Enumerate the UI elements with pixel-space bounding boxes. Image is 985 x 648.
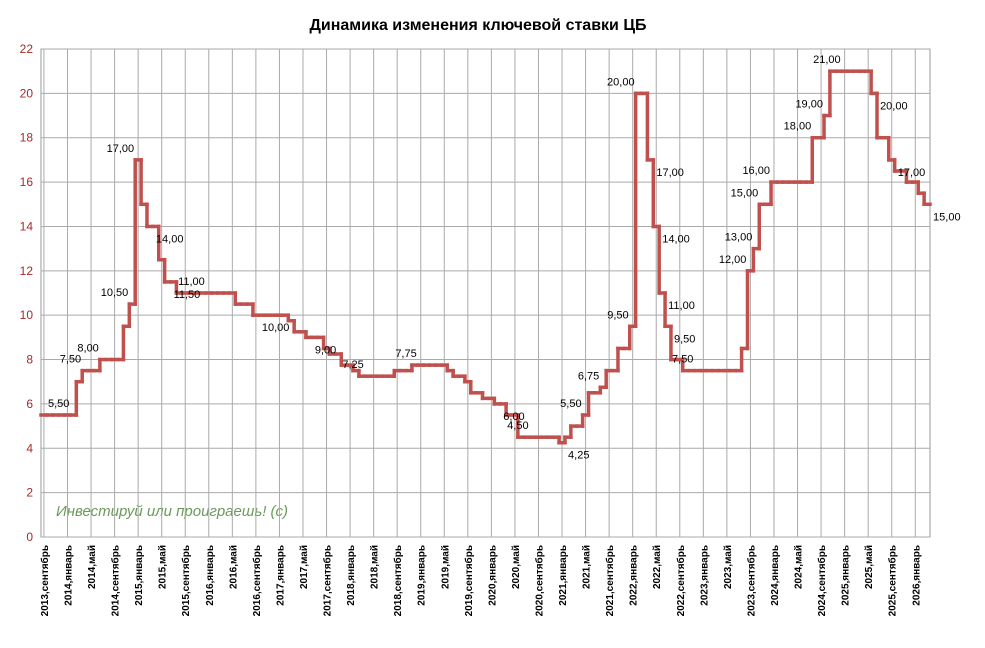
- value-label: 17,00: [656, 167, 684, 179]
- x-tick-label: 2014,январь: [63, 545, 74, 606]
- chart-title: Динамика изменения ключевой ставки ЦБ: [309, 17, 646, 34]
- x-tick-label: 2015,январь: [134, 545, 145, 606]
- value-label: 13,00: [725, 232, 753, 244]
- x-tick-label: 2022,январь: [629, 545, 640, 606]
- value-label: 9,50: [607, 309, 628, 321]
- value-label: 11,00: [668, 300, 695, 312]
- y-tick-label: 22: [20, 42, 34, 56]
- value-label: 10,50: [101, 287, 129, 299]
- value-label: 20,00: [880, 100, 908, 112]
- value-label: 6,75: [578, 370, 599, 382]
- value-label: 19,00: [795, 99, 823, 111]
- value-label: 14,00: [662, 233, 690, 245]
- x-tick-label: 2018,январь: [346, 545, 357, 606]
- y-tick-label: 18: [20, 131, 34, 145]
- y-tick-label: 14: [20, 219, 34, 233]
- y-tick-label: 8: [26, 353, 33, 367]
- x-tick-label: 2020,май: [511, 545, 522, 589]
- x-tick-label: 2025,май: [864, 545, 875, 589]
- value-label: 9,00: [315, 344, 336, 356]
- value-label: 9,50: [674, 333, 695, 345]
- value-label: 17,00: [898, 167, 926, 179]
- y-tick-label: 6: [26, 397, 33, 411]
- value-label: 4,25: [568, 450, 589, 462]
- x-tick-label: 2019,январь: [417, 545, 428, 606]
- value-label: 7,25: [342, 359, 363, 371]
- x-tick-label: 2021,сентябрь: [604, 545, 616, 616]
- x-tick-label: 2021,май: [582, 545, 593, 589]
- x-tick-label: 2016,сентябрь: [251, 545, 263, 616]
- y-tick-label: 10: [20, 308, 34, 322]
- y-tick-label: 2: [26, 486, 33, 500]
- x-tick-label: 2014,май: [87, 545, 98, 589]
- value-label: 11,50: [174, 289, 201, 301]
- x-tick-label: 2017,январь: [275, 545, 286, 606]
- value-label: 16,00: [742, 165, 770, 177]
- x-tick-label: 2015,май: [158, 545, 169, 589]
- value-label: 12,00: [719, 254, 747, 266]
- value-label: 5,50: [48, 398, 69, 410]
- y-tick-label: 12: [20, 264, 34, 278]
- x-tick-label: 2020,январь: [487, 545, 498, 606]
- x-tick-label: 2020,сентябрь: [533, 545, 545, 616]
- x-tick-label: 2016,май: [228, 545, 239, 589]
- x-tick-label: 2019,сентябрь: [463, 545, 475, 616]
- x-tick-label: 2025,сентябрь: [887, 545, 899, 616]
- value-label: 5,50: [560, 398, 581, 410]
- x-tick-label: 2026,январь: [911, 545, 922, 606]
- y-tick-label: 4: [26, 441, 33, 455]
- x-tick-label: 2024,май: [794, 545, 805, 589]
- x-tick-label: 2024,сентябрь: [816, 545, 828, 616]
- x-tick-label: 2023,сентябрь: [745, 545, 757, 616]
- value-label: 15,00: [731, 187, 759, 199]
- value-label: 6,00: [503, 411, 524, 423]
- value-label: 20,00: [607, 76, 635, 88]
- value-label: 10,00: [262, 322, 290, 334]
- value-label: 4,50: [507, 420, 528, 432]
- x-tick-label: 2022,май: [652, 545, 663, 589]
- value-label: 15,00: [933, 211, 961, 223]
- x-tick-label: 2023,январь: [699, 545, 710, 606]
- x-tick-label: 2013,сентябрь: [39, 545, 51, 616]
- y-tick-label: 0: [26, 530, 33, 544]
- x-tick-label: 2017,май: [299, 545, 310, 589]
- x-tick-label: 2019,май: [440, 545, 451, 589]
- value-label: 18,00: [784, 121, 812, 133]
- x-tick-label: 2022,сентябрь: [675, 545, 687, 616]
- value-label: 7,50: [672, 354, 693, 366]
- value-label: 17,00: [107, 143, 135, 155]
- x-tick-label: 2021,январь: [558, 545, 569, 606]
- y-tick-label: 16: [20, 175, 34, 189]
- x-tick-label: 2017,сентябрь: [322, 545, 334, 616]
- x-tick-label: 2025,январь: [841, 545, 852, 606]
- value-label: 7,50: [60, 354, 81, 366]
- x-tick-label: 2023,май: [723, 545, 734, 589]
- x-tick-label: 2015,сентябрь: [180, 545, 192, 616]
- x-tick-label: 2024,январь: [770, 545, 781, 606]
- x-tick-label: 2014,сентябрь: [110, 545, 122, 616]
- value-label: 7,75: [395, 348, 416, 360]
- x-tick-label: 2018,сентябрь: [392, 545, 404, 616]
- value-label: 11,00: [178, 276, 205, 288]
- value-label: 21,00: [813, 54, 841, 66]
- x-tick-label: 2016,январь: [205, 545, 216, 606]
- value-label: 14,00: [156, 233, 184, 245]
- watermark: Инвестируй или проиграешь! (с): [56, 503, 288, 520]
- y-tick-label: 20: [20, 86, 34, 100]
- value-label: 8,00: [77, 343, 98, 355]
- x-tick-label: 2018,май: [370, 545, 381, 589]
